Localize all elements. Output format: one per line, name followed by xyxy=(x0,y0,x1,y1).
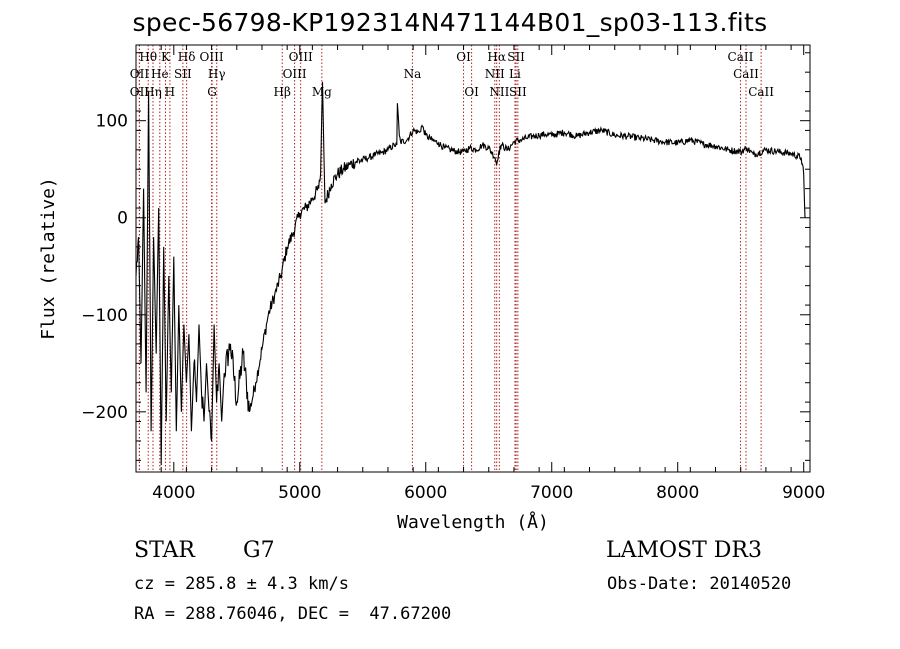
x-tick-label: 8000 xyxy=(656,483,699,503)
x-tick-label: 5000 xyxy=(278,483,321,503)
object-class: STAR xyxy=(134,538,195,563)
line-label: Hα xyxy=(487,50,506,64)
line-markers xyxy=(138,45,762,472)
line-label: OIII xyxy=(283,67,307,81)
line-label: He xyxy=(151,67,169,81)
line-label: OI xyxy=(456,50,471,64)
x-tick-label: 6000 xyxy=(404,483,447,503)
line-label: Li xyxy=(509,67,521,81)
y-axis-label: Flux (relative) xyxy=(38,177,59,340)
x-tick-label: 9000 xyxy=(782,483,825,503)
y-tick-label: −100 xyxy=(81,306,128,326)
line-label: SII xyxy=(509,85,527,99)
line-label: H xyxy=(165,85,175,99)
line-label: NII xyxy=(489,85,509,99)
x-axis-label: Wavelength (Å) xyxy=(397,511,549,533)
line-labels: OII OII Hθ Hη He K H SII Hδ OIII G Hγ Hβ OIII OIII Mg Na… xyxy=(130,50,775,99)
plot-frame xyxy=(135,44,811,473)
line-label: Hγ xyxy=(208,67,226,81)
line-label: OIII xyxy=(200,50,224,64)
chart-title: spec-56798-KP192314N471144B01_sp03-113.f… xyxy=(132,8,768,37)
line-label: Hθ xyxy=(139,50,157,64)
subclass: G7 xyxy=(243,538,275,563)
series-layer xyxy=(136,81,806,466)
y-tick-label: 100 xyxy=(96,112,128,132)
line-label: Hβ xyxy=(274,85,291,99)
x-tick-label: 4000 xyxy=(152,483,195,503)
line-label: OI xyxy=(464,85,479,99)
line-label: CaII xyxy=(748,85,774,99)
line-label: CaII xyxy=(733,67,759,81)
line-label: OII xyxy=(130,85,150,99)
line-label: Hδ xyxy=(178,50,196,64)
line-label: Na xyxy=(404,67,422,81)
axis-ticks: 4000 5000 6000 7000 8000 9000 −200 −100 0 100 xyxy=(81,45,825,503)
survey-name: LAMOST DR3 xyxy=(606,538,762,563)
line-label: SII xyxy=(174,67,192,81)
line-label: NII xyxy=(485,67,505,81)
line-label: Mg xyxy=(312,85,332,99)
y-tick-label: −200 xyxy=(81,403,128,423)
coordinates: RA = 288.76046, DEC = 47.67200 xyxy=(134,604,452,624)
y-tick-label: 0 xyxy=(117,209,128,229)
line-label: CaII xyxy=(728,50,754,64)
series-line-spectrum xyxy=(136,81,806,466)
line-label: G xyxy=(207,85,217,99)
line-label: Hη xyxy=(144,85,162,99)
line-label: K xyxy=(161,50,171,64)
obs-date: Obs-Date: 20140520 xyxy=(607,574,792,594)
line-label: OII xyxy=(130,67,150,81)
line-label: SII xyxy=(507,50,525,64)
line-label: OIII xyxy=(289,50,313,64)
redshift-readout: cz = 285.8 ± 4.3 km/s xyxy=(134,574,349,594)
x-tick-label: 7000 xyxy=(530,483,573,503)
